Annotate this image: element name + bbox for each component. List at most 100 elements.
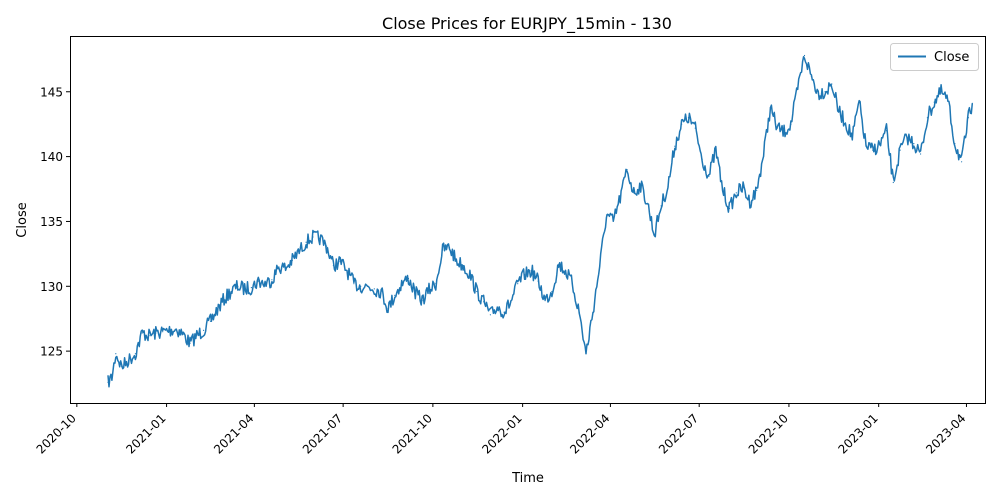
data-point	[435, 283, 437, 285]
data-point	[360, 285, 362, 287]
data-point	[967, 117, 970, 119]
data-point	[872, 149, 874, 151]
data-point	[763, 153, 765, 155]
data-point	[858, 101, 860, 103]
data-point	[189, 342, 191, 344]
data-point	[571, 283, 574, 285]
data-point	[735, 192, 737, 194]
data-point	[633, 192, 635, 194]
data-point	[148, 335, 150, 337]
data-point	[414, 292, 416, 294]
data-point	[387, 307, 389, 309]
y-tick-label: 130	[40, 280, 63, 294]
data-point	[421, 300, 423, 302]
x-tick-label: 2022-01	[479, 411, 524, 456]
data-point	[483, 301, 485, 303]
data-point	[920, 153, 922, 155]
data-point	[141, 332, 143, 334]
data-point	[674, 145, 676, 147]
data-point	[776, 127, 778, 129]
y-axis: 125 130 135 140 145	[40, 85, 70, 359]
data-point	[640, 184, 642, 186]
data-point	[722, 188, 724, 190]
data-point	[885, 130, 888, 132]
x-tick-label: 2023-01	[835, 411, 880, 456]
data-point	[578, 311, 580, 313]
data-point	[551, 290, 553, 293]
data-point	[216, 309, 218, 311]
data-point	[223, 298, 225, 300]
data-point	[469, 274, 471, 276]
data-point	[237, 285, 239, 287]
x-axis-label: Time	[511, 471, 544, 486]
data-point	[428, 289, 430, 291]
data-point	[203, 329, 205, 331]
data-point	[626, 169, 628, 171]
data-point	[127, 359, 130, 361]
data-point	[564, 270, 567, 272]
data-point	[517, 283, 519, 285]
series-line-close	[107, 55, 974, 388]
data-point	[933, 101, 935, 103]
legend: Close	[890, 43, 979, 71]
data-point	[865, 145, 867, 147]
data-point	[783, 131, 785, 133]
data-point	[285, 267, 287, 269]
x-axis: 2020-10 2021-01 2021-04 2021-07 2021-10 2022-…	[34, 403, 969, 457]
data-point	[503, 311, 505, 313]
data-point	[653, 233, 655, 235]
data-point	[107, 381, 109, 383]
data-point	[810, 75, 813, 77]
data-point	[537, 280, 539, 282]
data-point	[667, 185, 669, 187]
data-point	[448, 246, 451, 248]
data-point	[353, 283, 355, 285]
x-tick-label: 2021-07	[300, 411, 345, 456]
data-point	[155, 332, 157, 334]
data-point	[305, 241, 307, 243]
data-point	[687, 117, 690, 119]
data-point	[605, 214, 608, 216]
data-point	[558, 263, 560, 265]
data-point	[209, 320, 212, 322]
x-tick-label: 2021-01	[123, 411, 168, 456]
data-point	[496, 306, 498, 308]
data-point	[599, 264, 601, 267]
data-point	[111, 376, 113, 378]
x-tick-label: 2020-10	[34, 411, 79, 456]
data-point	[769, 106, 772, 108]
data-point	[121, 366, 123, 368]
data-point	[168, 329, 171, 331]
y-axis-label: Close	[15, 202, 30, 237]
data-point	[790, 123, 792, 125]
data-point	[182, 333, 184, 335]
data-point	[961, 161, 963, 163]
data-point	[892, 181, 894, 184]
data-point	[749, 201, 751, 203]
data-point	[257, 280, 259, 282]
plot-frame	[70, 36, 986, 404]
y-tick-label: 125	[40, 345, 63, 359]
data-point	[319, 237, 321, 239]
data-point	[756, 189, 758, 191]
data-point	[442, 249, 444, 251]
data-point	[592, 311, 594, 313]
data-point	[489, 314, 491, 316]
x-tick-label: 2021-10	[390, 411, 435, 456]
data-point	[879, 144, 881, 146]
data-point	[838, 110, 840, 112]
data-point	[585, 353, 587, 355]
data-point	[742, 187, 744, 189]
x-tick-label: 2021-04	[211, 411, 256, 456]
data-point	[175, 328, 177, 330]
data-point	[244, 288, 246, 290]
data-point	[954, 143, 956, 145]
data-point	[380, 290, 382, 293]
legend-label-close: Close	[934, 50, 969, 65]
data-point	[278, 266, 280, 268]
data-point	[940, 91, 942, 93]
data-point	[373, 288, 375, 290]
data-point	[803, 54, 806, 57]
